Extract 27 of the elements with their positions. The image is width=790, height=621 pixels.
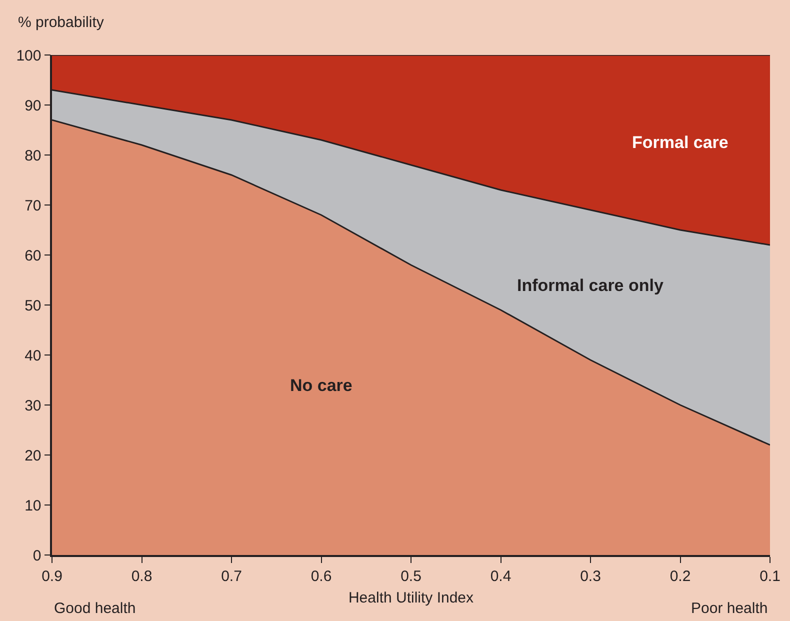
y-tick-label: 80: [24, 147, 42, 164]
y-tick-label: 40: [24, 347, 42, 364]
y-tick-label: 30: [24, 397, 42, 414]
x-tick-label: 0.4: [490, 568, 512, 585]
y-tick-label: 10: [24, 497, 42, 514]
x-tick-label: 0.8: [131, 568, 152, 585]
x-tick-label: 0.1: [760, 568, 780, 585]
x-tick-label: 0.2: [670, 568, 691, 585]
x-tick-label: 0.5: [400, 568, 422, 585]
y-axis-title: % probability: [18, 14, 104, 31]
text: Poor health: [691, 600, 768, 617]
y-tick-label: 50: [24, 297, 42, 314]
x-tick-label: 0.3: [580, 568, 601, 585]
series-label: No care: [290, 376, 352, 395]
y-tick-label: 100: [16, 47, 42, 64]
y-tick-label: 0: [32, 547, 42, 564]
x-tick-label: 0.9: [42, 568, 62, 585]
y-tick-label: 60: [24, 247, 42, 264]
y-tick-label: 90: [24, 97, 42, 114]
series-label: Informal care only: [517, 276, 664, 295]
text: Good health: [54, 600, 136, 617]
x-axis-title: Health Utility Index: [348, 589, 474, 606]
x-tick-label: 0.7: [221, 568, 242, 585]
x-tick-label: 0.6: [310, 568, 332, 585]
y-tick-label: 70: [24, 197, 42, 214]
y-tick-label: 20: [24, 447, 42, 464]
series-label: Formal care: [632, 133, 728, 152]
